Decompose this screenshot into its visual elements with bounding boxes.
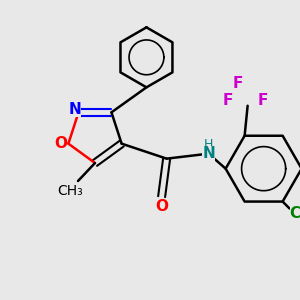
Text: N: N xyxy=(202,146,215,161)
Text: Cl: Cl xyxy=(290,206,300,221)
Text: F: F xyxy=(222,93,233,108)
Text: H: H xyxy=(204,138,213,151)
Text: N: N xyxy=(68,102,81,117)
Text: CH₃: CH₃ xyxy=(57,184,83,198)
Text: O: O xyxy=(155,199,168,214)
Text: O: O xyxy=(54,136,67,151)
Text: F: F xyxy=(257,93,268,108)
Text: F: F xyxy=(232,76,243,91)
